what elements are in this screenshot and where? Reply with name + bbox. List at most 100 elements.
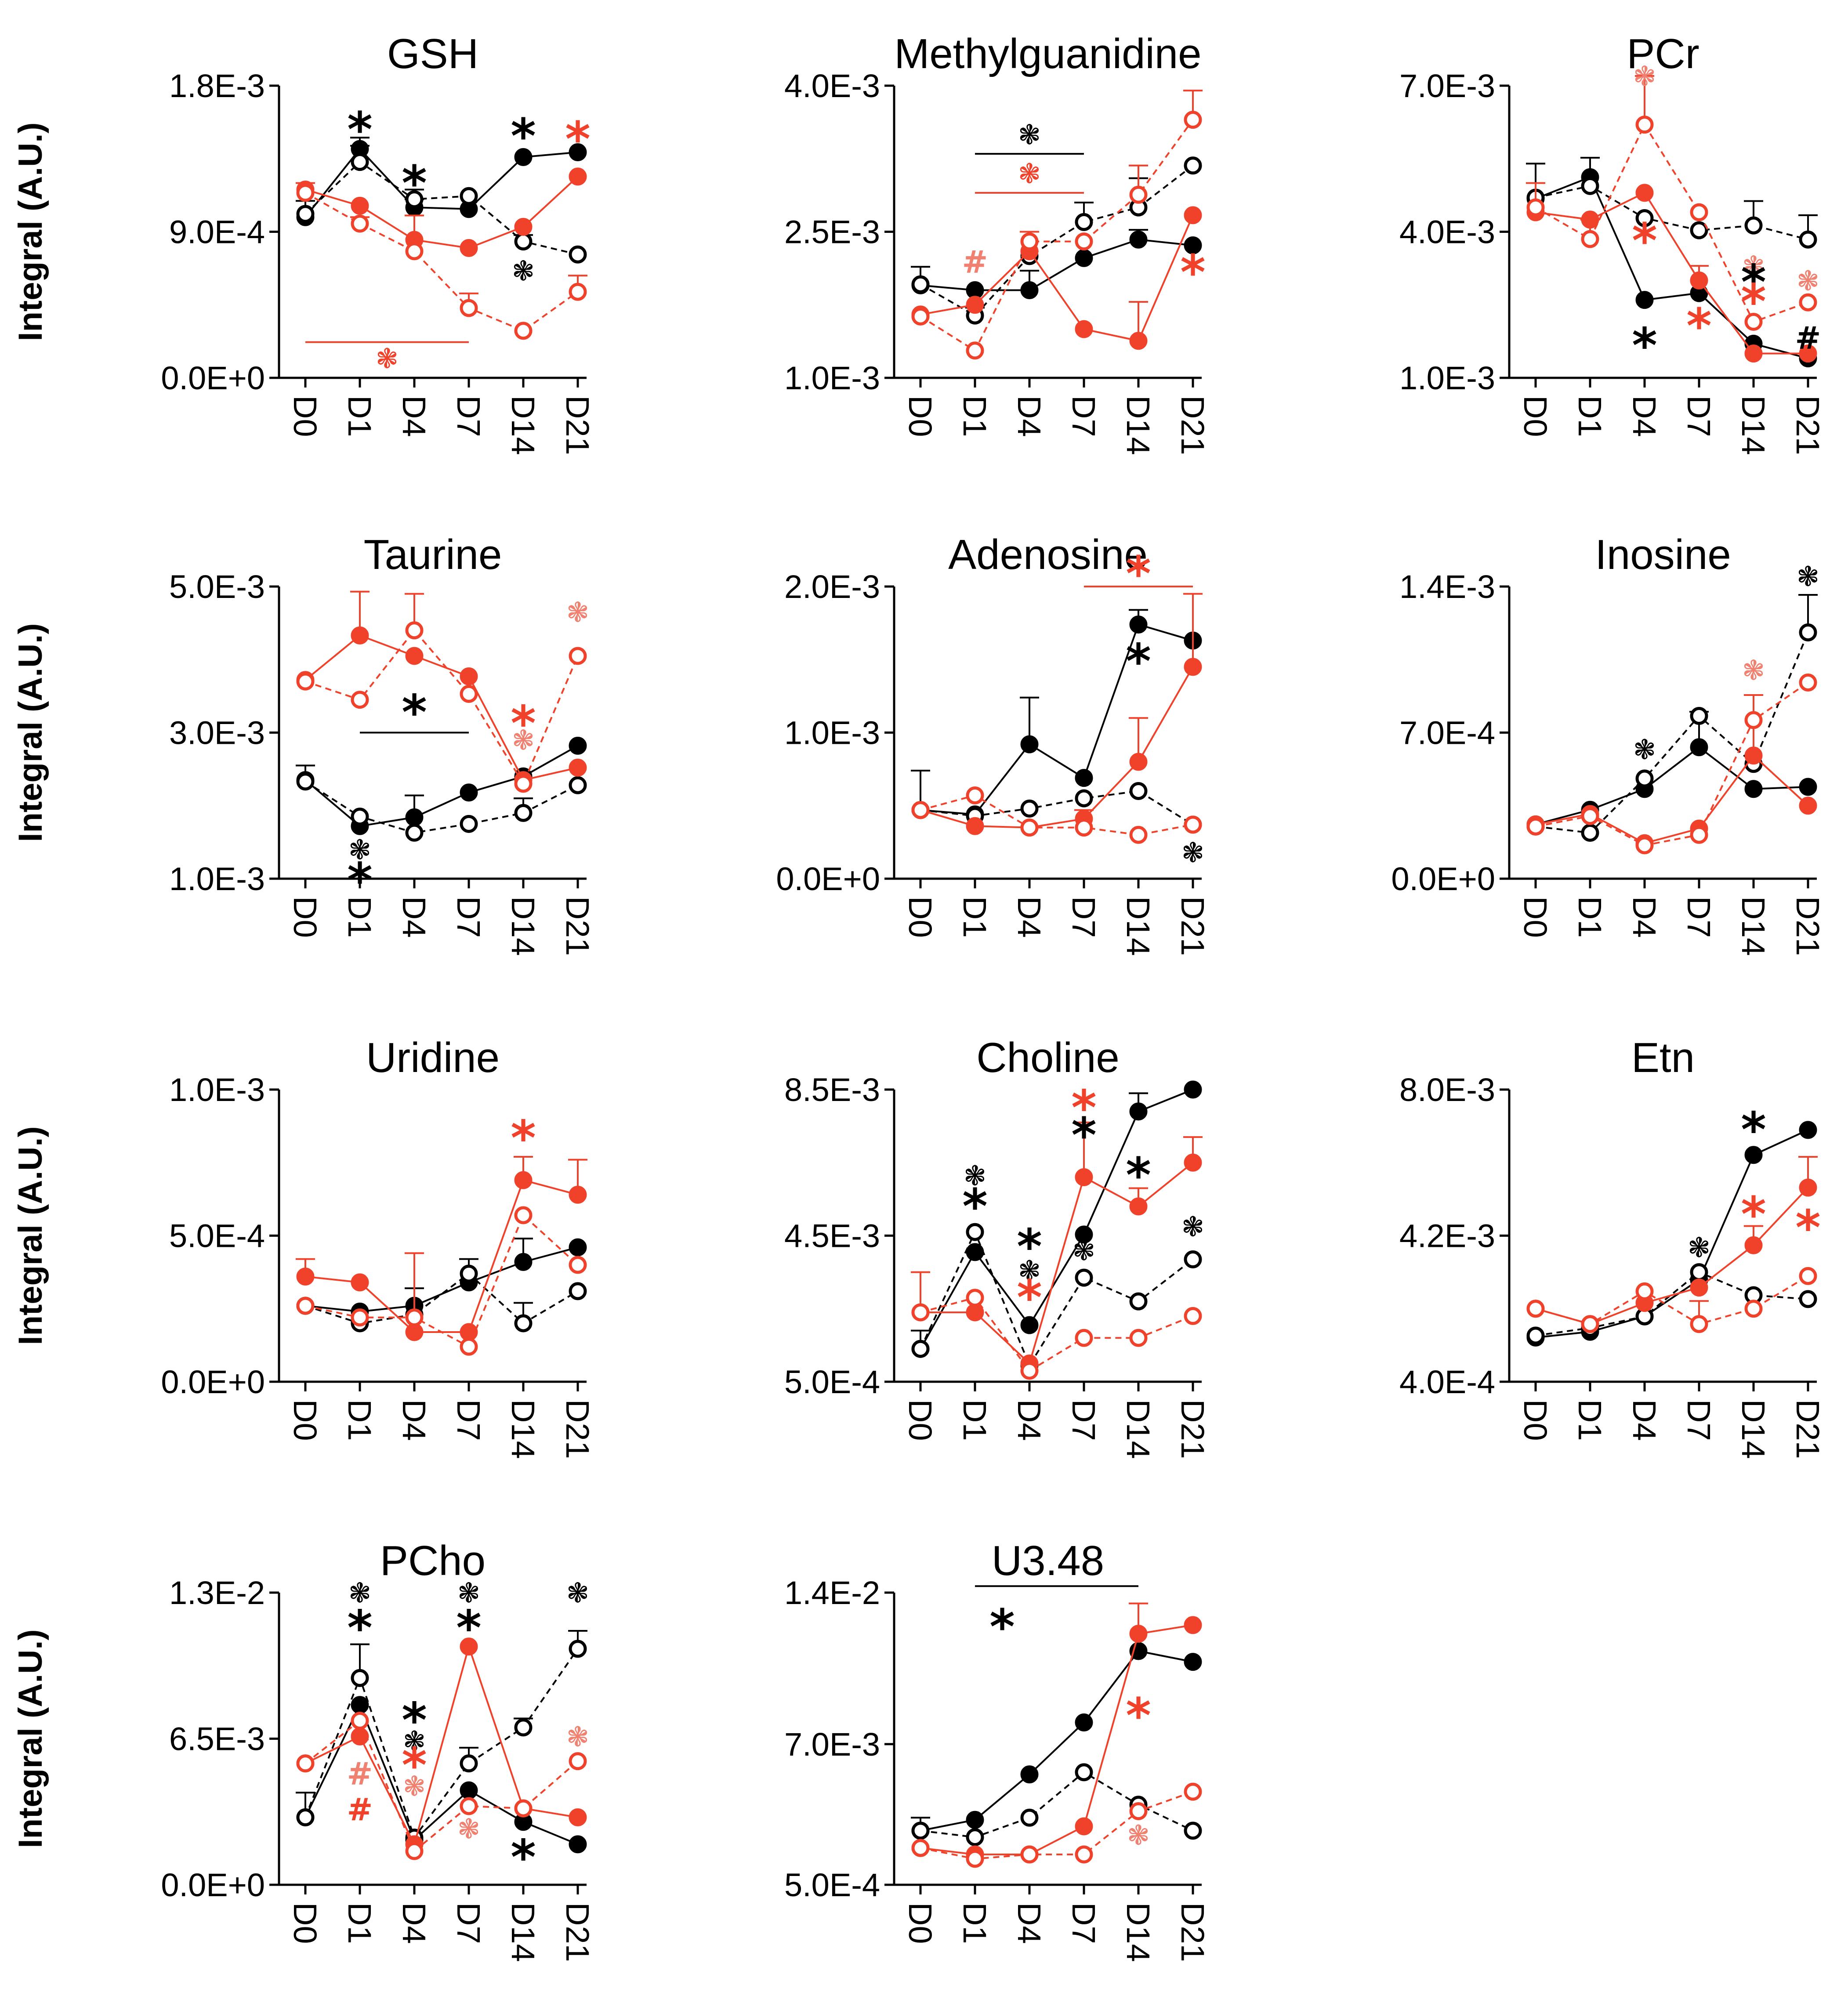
x-tick-label: D0 [902,1399,938,1441]
y-tick-label: 1.0E-3 [784,360,880,396]
series-line [920,666,1194,829]
data-point [911,1839,930,1857]
data-point [966,786,984,804]
significance-flower: ❃ [566,1577,589,1609]
data-point [351,1696,369,1714]
data-point [460,815,478,833]
panel-title: PCr [1627,30,1699,77]
y-tick-label: 5.0E-4 [169,1218,265,1254]
data-point [514,232,533,251]
data-point [966,1828,984,1847]
series-line [1535,754,1809,844]
x-tick-label: D0 [1517,395,1554,437]
data-point [1184,1782,1202,1801]
panel-title: U3.48 [992,1537,1104,1584]
data-point [569,1835,587,1854]
panel-uridine: Uridine 0.0E+0 5.0E-4 1.0E-3 D0 D1 D4 D7 D14 D21 I… [12,1034,596,1459]
series-line [305,1643,578,1847]
data-point [1635,116,1654,134]
data-point [569,758,587,777]
panel-title: Uridine [366,1034,500,1081]
data-point [569,1752,587,1771]
significance-flower: ❃ [512,255,535,287]
data-point [1799,778,1817,796]
data-point [1526,1326,1545,1345]
data-point [296,1754,315,1773]
significance-star: * [1180,244,1206,301]
x-tick-label: D4 [1011,1399,1047,1441]
panel-title: Inosine [1595,531,1731,578]
data-point [1075,1713,1093,1732]
y-axis-label: Integral (A.U.) [12,1629,49,1848]
data-point [569,1238,587,1257]
series-black-open [296,772,587,842]
significance-star: * [402,1692,427,1748]
data-point [1184,658,1202,676]
x-tick-label: D21 [1790,896,1826,956]
x-tick-label: D0 [287,1399,323,1441]
x-tick-label: D7 [1681,395,1717,437]
data-point [1799,1121,1817,1139]
data-point [1744,1146,1763,1164]
x-tick-label: D0 [902,1902,938,1944]
series-black-filled [911,229,1202,299]
significance-flower: ❃ [376,343,399,375]
significance-flower: ❃ [457,1577,480,1609]
data-point [569,1640,587,1658]
data-point [1075,818,1093,837]
significance-star: * [1126,633,1151,689]
x-tick-label: D1 [957,1902,993,1944]
data-point [1075,1817,1093,1836]
data-point [1635,184,1654,202]
data-point [514,804,533,822]
x-tick-label: D1 [341,1399,378,1441]
x-tick-label: D14 [1735,1399,1772,1459]
panel-title: Etn [1631,1034,1695,1081]
significance-star: * [1071,1107,1097,1163]
series-black-filled [1526,157,1817,368]
data-point [460,1323,478,1341]
x-tick-label: D14 [505,1902,541,1962]
data-point [1129,753,1148,771]
series-red-open [911,1289,1202,1380]
significance-star: * [1741,274,1766,330]
series-line [1535,632,1809,834]
significance-star: * [1741,1186,1766,1242]
data-point [1690,738,1708,757]
x-tick-label: D4 [1626,395,1663,437]
data-point [1020,818,1039,837]
significance-star: * [402,684,427,741]
data-point [1075,1845,1093,1864]
significance-star: * [962,1178,988,1235]
series-line [1535,123,1808,323]
series-red-open [1526,75,1817,331]
data-point [351,1727,369,1746]
data-point [966,1303,984,1322]
data-point [405,1842,424,1860]
panel-gsh: GSH 0.0E+0 9.0E-4 1.8E-3 D0 D1 D4 D7 D14 D21 Integ… [12,30,596,455]
data-point [1581,230,1599,248]
series-red-open [1526,674,1817,855]
data-point [1744,746,1763,765]
data-point [1020,1316,1039,1334]
series-line [920,623,1193,815]
significance-star: * [347,1600,373,1656]
series-black-filled [911,1642,1202,1840]
series-line [920,1089,1193,1350]
data-point [569,647,587,665]
data-point [1184,1616,1202,1634]
y-tick-label: 0.0E+0 [161,360,265,396]
data-point [1020,799,1039,818]
data-point [1799,1290,1817,1308]
significance-star: * [347,101,373,158]
data-point [460,667,478,685]
significance-flower: ❃ [566,1720,589,1753]
significance-flower: ❃ [1688,1231,1710,1264]
y-tick-label: 4.5E-3 [784,1218,880,1254]
panel-title: Taurine [364,531,502,578]
data-point [1075,1168,1093,1186]
series-line [920,794,1193,836]
significance-flower: ❃ [403,1770,426,1802]
significance-flower: ❃ [964,1159,986,1191]
